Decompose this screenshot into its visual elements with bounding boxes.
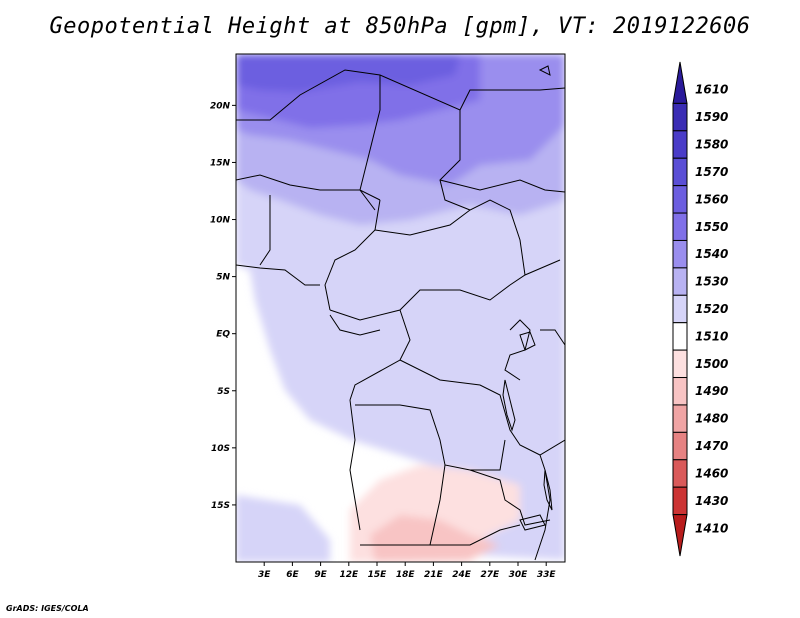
lat-tick-label: 10N bbox=[210, 216, 231, 226]
chart-title: Geopotential Height at 850hPa [gpm], VT:… bbox=[49, 14, 751, 39]
lat-tick-label: EQ bbox=[216, 330, 230, 340]
lat-tick-label: 5S bbox=[217, 387, 230, 397]
lon-tick-label: 18E bbox=[396, 570, 416, 580]
colorbar-label: 1460 bbox=[695, 466, 728, 480]
lon-tick-label: 12E bbox=[339, 570, 359, 580]
colorbar-label: 1490 bbox=[695, 384, 728, 398]
colorbar-label: 1430 bbox=[695, 494, 728, 508]
colorbar-swatch bbox=[672, 212, 688, 241]
colorbar-swatch bbox=[672, 239, 688, 269]
lon-tick-label: 3E bbox=[258, 570, 271, 580]
colorbar-label: 1570 bbox=[695, 165, 728, 179]
colorbar-label: 1550 bbox=[695, 220, 728, 234]
colorbar-swatch bbox=[672, 486, 688, 516]
colorbar-swatch bbox=[672, 130, 688, 159]
lon-tick-label: 21E bbox=[424, 570, 444, 580]
grads-credit: GrADS: IGES/COLA bbox=[6, 604, 89, 613]
colorbar-swatch bbox=[672, 459, 688, 488]
map-panel bbox=[236, 54, 565, 562]
lon-tick-label: 33E bbox=[537, 570, 557, 580]
colorbar-swatch bbox=[672, 431, 688, 461]
colorbar-bottom-arrow bbox=[672, 514, 688, 557]
colorbar-swatch bbox=[672, 349, 688, 379]
colorbar: 1610 1590 1580 1570 1560 1550 1540 1530 1520 1510… bbox=[672, 61, 728, 557]
colorbar-label: 1520 bbox=[695, 302, 728, 316]
lat-tick-label: 15S bbox=[211, 501, 230, 511]
colorbar-label: 1480 bbox=[695, 412, 728, 426]
lon-tick-label: 30E bbox=[509, 570, 529, 580]
colorbar-top-arrow bbox=[672, 61, 688, 104]
lon-tick-label: 6E bbox=[286, 570, 299, 580]
colorbar-label: 1580 bbox=[695, 138, 728, 152]
height-field bbox=[236, 54, 565, 562]
lat-tick-label: 10S bbox=[211, 444, 230, 454]
lon-tick-label: 27E bbox=[480, 570, 500, 580]
colorbar-swatch bbox=[672, 267, 688, 296]
country-boundaries bbox=[236, 69, 565, 561]
colorbar-swatch bbox=[672, 157, 688, 187]
colorbar-swatch bbox=[672, 377, 688, 406]
lat-axis: 20N 15N 10N 5N EQ 5S 10S 15S bbox=[210, 101, 236, 511]
lon-tick-label: 15E bbox=[368, 570, 388, 580]
colorbar-label: 1610 bbox=[695, 83, 728, 97]
colorbar-swatch bbox=[672, 404, 688, 433]
lat-tick-label: 15N bbox=[210, 158, 231, 168]
lat-tick-label: 5N bbox=[216, 273, 230, 283]
colorbar-label: 1510 bbox=[695, 329, 728, 343]
colorbar-label: 1470 bbox=[695, 439, 728, 453]
map-frame bbox=[235, 53, 566, 563]
colorbar-label: 1500 bbox=[695, 357, 728, 371]
colorbar-swatch bbox=[672, 102, 688, 132]
colorbar-swatch bbox=[672, 294, 688, 324]
lon-tick-label: 24E bbox=[452, 570, 472, 580]
colorbar-label: 1530 bbox=[695, 275, 728, 289]
colorbar-label: 1590 bbox=[695, 110, 728, 124]
colorbar-label: 1560 bbox=[695, 192, 728, 206]
colorbar-label: 1540 bbox=[695, 247, 728, 261]
colorbar-swatch bbox=[672, 322, 688, 351]
lat-tick-label: 20N bbox=[210, 101, 231, 111]
lakes bbox=[502, 65, 553, 531]
colorbar-swatch bbox=[672, 185, 688, 214]
lon-tick-label: 9E bbox=[314, 570, 327, 580]
lon-axis: 3E 6E 9E 12E 15E 18E 21E 24E 27E 30E 33E bbox=[258, 562, 556, 580]
colorbar-label: 1410 bbox=[695, 521, 728, 535]
